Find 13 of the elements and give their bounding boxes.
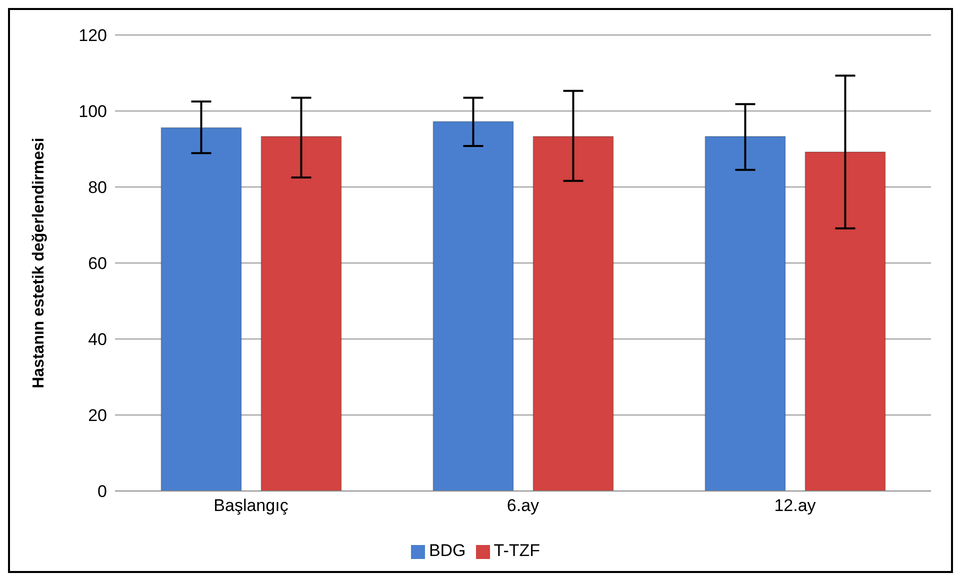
x-tick-label: 6.ay — [506, 496, 540, 516]
y-tick-label: 60 — [88, 254, 107, 274]
legend-label: T-TZF — [494, 541, 540, 560]
legend-label: BDG — [428, 541, 466, 560]
y-tick-label: 120 — [78, 26, 107, 46]
x-tick-label: 12.ay — [774, 496, 816, 516]
y-tick-label: 20 — [88, 406, 107, 426]
y-tick-label: 0 — [98, 482, 107, 502]
y-tick-label: 40 — [88, 330, 107, 350]
y-axis-title: Hastanın estetik değerlendirmesi — [30, 138, 48, 388]
x-tick-label: Başlangıç — [214, 496, 289, 516]
y-tick-label: 80 — [88, 178, 107, 198]
y-tick-label: 100 — [78, 102, 107, 122]
